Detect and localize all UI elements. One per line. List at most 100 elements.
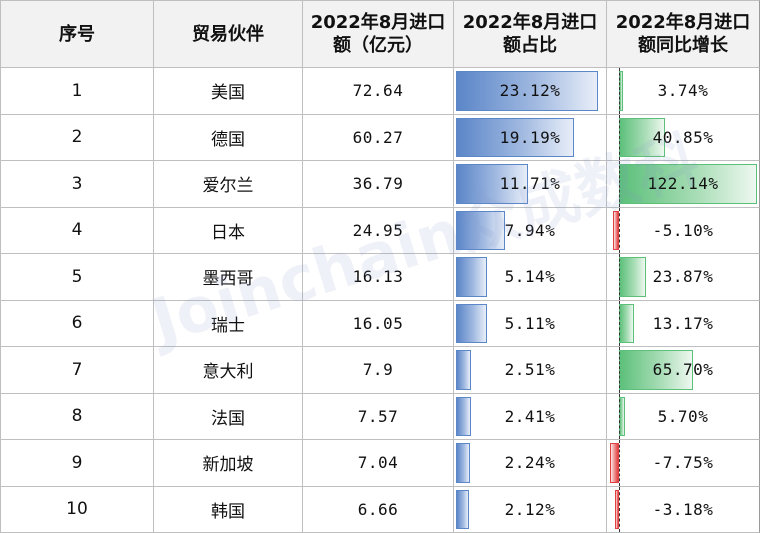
cell-share-text: 2.51%: [504, 360, 556, 380]
header-share-line1: 2022年8月进口: [462, 12, 598, 33]
table-header-row: 序号 贸易伙伴 2022年8月进口 额（亿元） 2022年8月进口 额占比 20…: [0, 0, 760, 68]
cell-share: 2.41%: [454, 393, 607, 440]
cell-share-text: 2.41%: [504, 406, 556, 426]
cell-seq-text: 6: [71, 313, 83, 334]
zero-axis-line: [618, 440, 620, 486]
cell-share-text: 5.11%: [504, 313, 556, 333]
cell-share: 2.51%: [454, 347, 607, 394]
cell-partner-text: 美国: [211, 83, 245, 104]
table-row: 8 法国 7.57 2.41% 5.70%: [0, 393, 760, 440]
header-partner: 贸易伙伴: [154, 0, 303, 68]
header-yoy-line1: 2022年8月进口: [615, 12, 751, 33]
cell-amount-text: 6.66: [357, 499, 399, 519]
cell-yoy-text: 65.70%: [652, 360, 714, 380]
cell-amount: 7.04: [303, 440, 454, 487]
cell-amount: 60.27: [303, 114, 454, 161]
table-row: 1 美国 72.64 23.12% 3.74%: [0, 68, 760, 115]
cell-amount: 36.79: [303, 161, 454, 208]
cell-share: 2.24%: [454, 440, 607, 487]
yoy-data-bar: [610, 443, 619, 483]
yoy-data-bar: [618, 350, 694, 390]
cell-share: 5.11%: [454, 300, 607, 347]
share-data-bar: [456, 489, 469, 529]
zero-axis-line: [618, 207, 620, 253]
table-row: 2 德国 60.27 19.19% 40.85%: [0, 114, 760, 161]
cell-amount-text: 7.04: [357, 453, 399, 473]
cell-seq-text: 8: [71, 406, 83, 427]
cell-partner: 德国: [154, 114, 303, 161]
header-share-line2: 额占比: [503, 35, 557, 56]
cell-share-text: 11.71%: [499, 174, 561, 194]
cell-partner: 瑞士: [154, 300, 303, 347]
cell-yoy-text: 122.14%: [647, 174, 719, 194]
share-data-bar: [456, 396, 471, 436]
cell-yoy-text: -5.10%: [652, 220, 714, 240]
cell-yoy: 122.14%: [607, 161, 760, 208]
cell-partner-text: 新加坡: [202, 455, 254, 476]
cell-amount: 6.66: [303, 486, 454, 533]
cell-yoy-text: -3.18%: [652, 499, 714, 519]
cell-amount-text: 16.05: [352, 313, 404, 333]
share-data-bar: [456, 350, 472, 390]
cell-share-text: 5.14%: [504, 267, 556, 287]
cell-partner: 墨西哥: [154, 254, 303, 301]
share-data-bar: [456, 117, 574, 157]
cell-yoy-text: 13.17%: [652, 313, 714, 333]
cell-amount-text: 16.13: [352, 267, 404, 287]
cell-partner-text: 爱尔兰: [202, 176, 254, 197]
table-row: 10 韩国 6.66 2.12% -3.18%: [0, 486, 760, 533]
cell-share-text: 19.19%: [499, 127, 561, 147]
cell-yoy: -5.10%: [607, 207, 760, 254]
cell-partner: 爱尔兰: [154, 161, 303, 208]
cell-seq: 10: [0, 486, 154, 533]
zero-axis-line: [618, 114, 620, 160]
cell-amount-text: 60.27: [352, 127, 404, 147]
cell-partner-text: 日本: [211, 222, 245, 243]
cell-seq-text: 4: [71, 220, 83, 241]
cell-partner-text: 法国: [211, 408, 245, 429]
cell-yoy-text: 5.70%: [657, 406, 709, 426]
cell-seq-text: 3: [71, 173, 83, 194]
share-data-bar: [456, 257, 488, 297]
cell-seq: 5: [0, 254, 154, 301]
header-share: 2022年8月进口 额占比: [454, 0, 607, 68]
zero-axis-line: [618, 486, 620, 532]
zero-axis-line: [618, 347, 620, 393]
table-row: 3 爱尔兰 36.79 11.71% 122.14%: [0, 161, 760, 208]
cell-yoy: 65.70%: [607, 347, 760, 394]
share-data-bar: [456, 164, 528, 204]
cell-seq: 6: [0, 300, 154, 347]
cell-amount-text: 36.79: [352, 174, 404, 194]
cell-partner-text: 墨西哥: [202, 269, 254, 290]
cell-seq-text: 7: [71, 359, 83, 380]
header-amount: 2022年8月进口 额（亿元）: [303, 0, 454, 68]
cell-amount-text: 7.9: [362, 360, 394, 380]
cell-amount: 16.05: [303, 300, 454, 347]
yoy-data-bar: [618, 303, 634, 343]
header-seq: 序号: [0, 0, 154, 68]
zero-axis-line: [618, 254, 620, 300]
cell-partner: 法国: [154, 393, 303, 440]
cell-yoy-text: -7.75%: [652, 453, 714, 473]
cell-yoy: 23.87%: [607, 254, 760, 301]
yoy-data-bar: [612, 210, 619, 250]
cell-partner: 韩国: [154, 486, 303, 533]
cell-share-text: 23.12%: [499, 81, 561, 101]
cell-amount-text: 24.95: [352, 220, 404, 240]
cell-seq-text: 9: [71, 452, 83, 473]
table-row: 7 意大利 7.9 2.51% 65.70%: [0, 347, 760, 394]
zero-axis-line: [618, 68, 620, 114]
share-data-bar: [456, 303, 488, 343]
cell-amount-text: 72.64: [352, 81, 404, 101]
header-yoy: 2022年8月进口 额同比增长: [607, 0, 760, 68]
cell-yoy: -3.18%: [607, 486, 760, 533]
header-partner-label: 贸易伙伴: [192, 23, 264, 45]
yoy-data-bar: [618, 164, 757, 204]
cell-seq: 4: [0, 207, 154, 254]
cell-seq: 1: [0, 68, 154, 115]
cell-share: 5.14%: [454, 254, 607, 301]
cell-partner-text: 意大利: [202, 362, 254, 383]
header-seq-label: 序号: [59, 23, 95, 45]
cell-partner-text: 韩国: [211, 501, 245, 522]
